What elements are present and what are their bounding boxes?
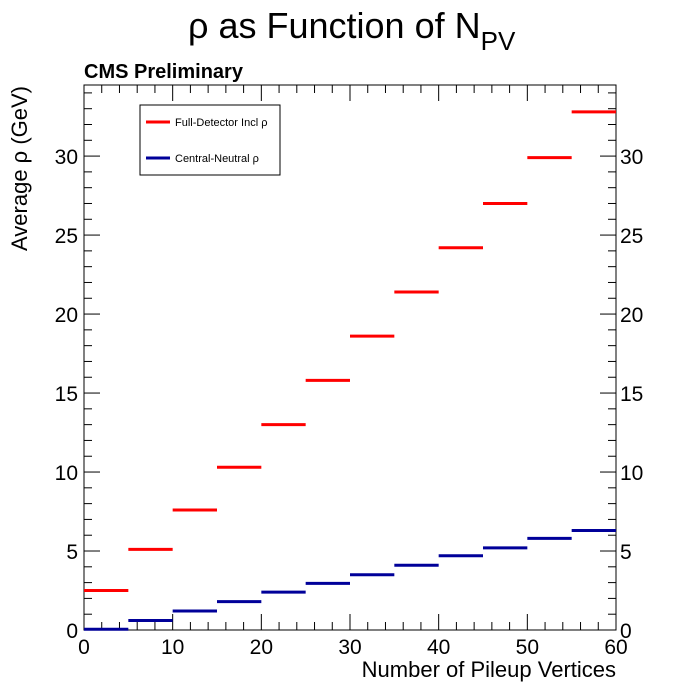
- y-tick-label-right: 25: [620, 225, 643, 248]
- x-axis-ticks: 0 10 20 30 40 50 60: [78, 85, 628, 659]
- y-axis-label: Average ρ (GeV): [7, 86, 32, 251]
- legend-box: [139, 104, 281, 176]
- series-central-neutral: [84, 528, 616, 631]
- chart-title-text: ρ as Function of N: [188, 5, 481, 46]
- x-axis-label: Number of Pileup Vertices: [362, 657, 616, 682]
- y-tick-label-right: 0: [620, 620, 632, 643]
- x-tick-label: 30: [338, 636, 361, 659]
- chart-subtitle: CMS Preliminary: [84, 61, 244, 83]
- y-tick-label: 5: [66, 541, 78, 564]
- y-tick-label: 25: [55, 225, 78, 248]
- y-tick-label-right: 10: [620, 462, 643, 485]
- y-tick-label: 30: [55, 146, 78, 169]
- chart-title: ρ as Function of NPV: [188, 5, 516, 56]
- legend: Full-Detector Incl ρ Central-Neutral ρ: [139, 104, 281, 176]
- legend-entry-label: Full-Detector Incl ρ: [175, 117, 267, 129]
- y-tick-label-right: 5: [620, 541, 632, 564]
- x-tick-label: 20: [250, 636, 273, 659]
- y-tick-label-right: 20: [620, 304, 643, 327]
- chart-title-subscript: PV: [481, 26, 516, 56]
- y-tick-label: 10: [55, 462, 78, 485]
- x-tick-label: 40: [427, 636, 450, 659]
- x-tick-label: 10: [161, 636, 184, 659]
- y-tick-label-right: 30: [620, 146, 643, 169]
- series-full-detector: [84, 110, 616, 593]
- legend-entry-label: Central-Neutral ρ: [175, 153, 259, 165]
- data-series: [84, 110, 616, 631]
- x-tick-label: 50: [516, 636, 539, 659]
- x-tick-label: 60: [604, 636, 627, 659]
- y-axis-ticks: 0 0 5 5 10 10 15 15 20 20 25 25 30 30: [55, 92, 643, 643]
- y-tick-label: 15: [55, 383, 78, 406]
- x-tick-label: 0: [78, 636, 90, 659]
- y-tick-label-right: 15: [620, 383, 643, 406]
- y-tick-label: 20: [55, 304, 78, 327]
- y-tick-label: 0: [66, 620, 78, 643]
